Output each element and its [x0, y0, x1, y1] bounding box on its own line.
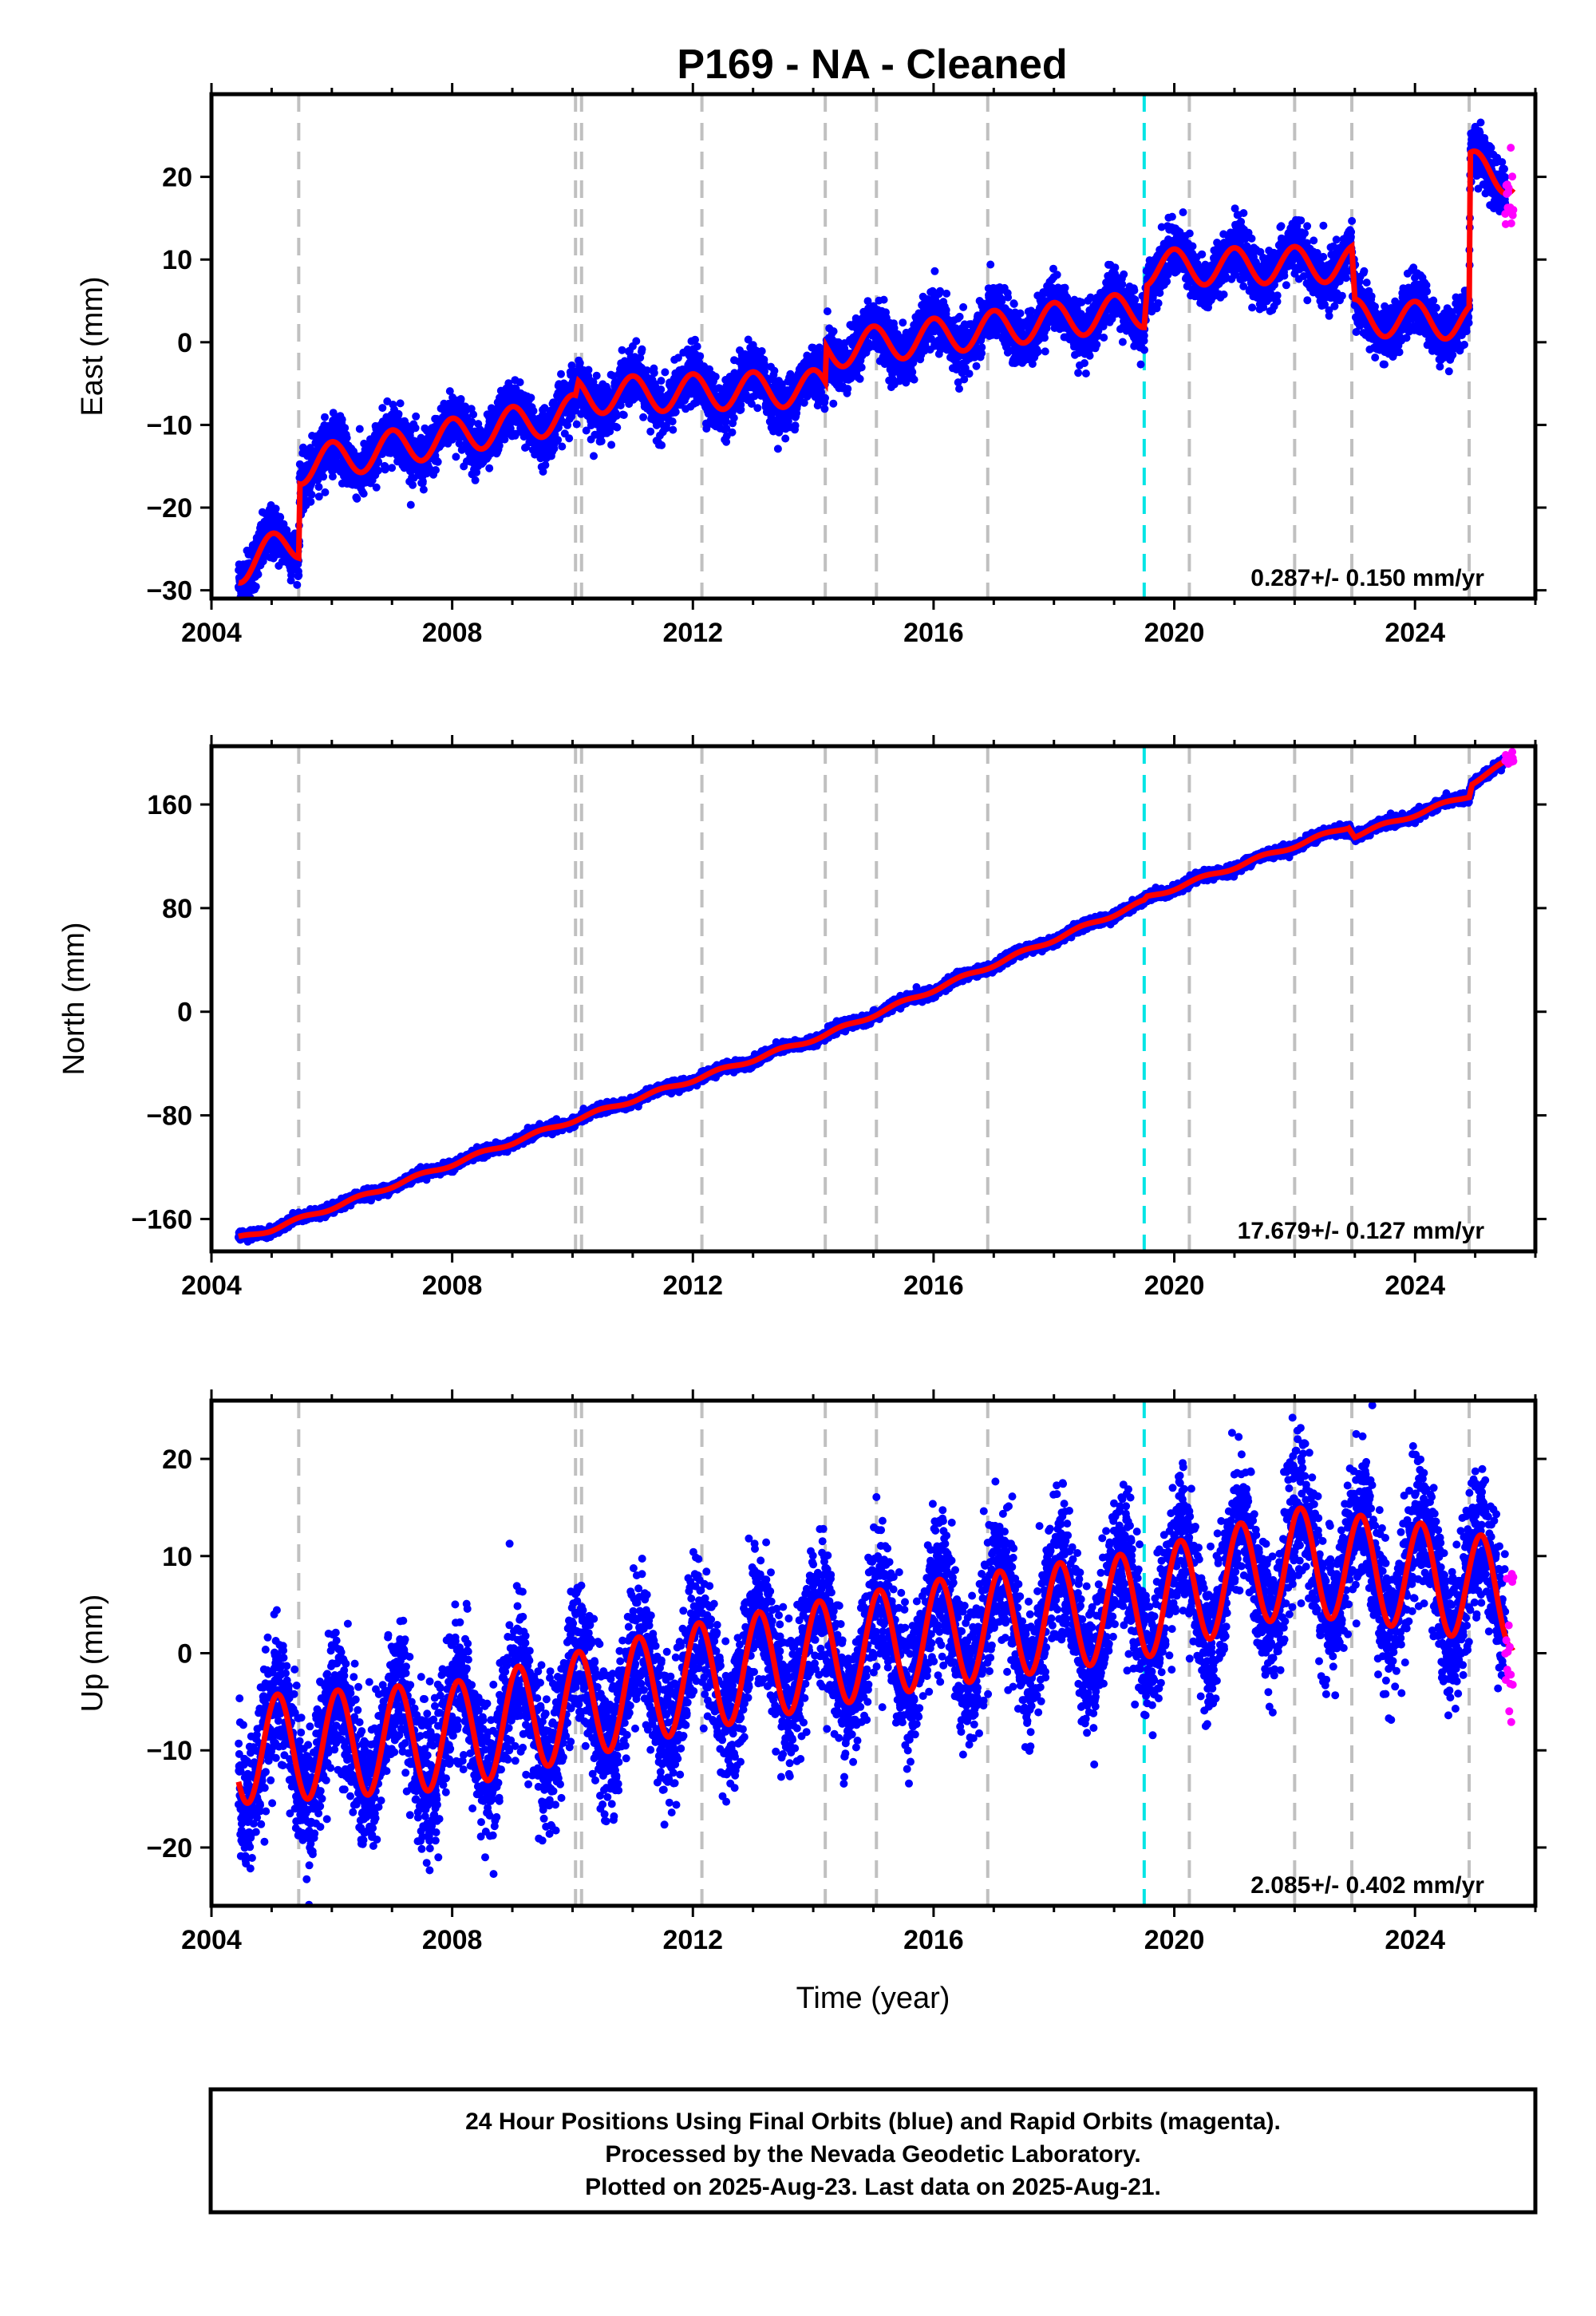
final-orbit-points	[235, 119, 1509, 619]
y-tick-label: 10	[162, 245, 192, 275]
footer-box: 24 Hour Positions Using Final Orbits (bl…	[211, 2089, 1535, 2212]
y-tick-label: −20	[146, 1833, 192, 1863]
x-tick-label: 2012	[662, 1925, 723, 1955]
x-tick-label: 2020	[1144, 618, 1205, 648]
y-tick-label: 0	[177, 1639, 192, 1670]
x-tick-label: 2020	[1144, 1925, 1205, 1955]
y-tick-label: 0	[177, 328, 192, 358]
final-orbit-points	[235, 1401, 1509, 1909]
y-tick-label: 0	[177, 998, 192, 1028]
rapid-orbit-dots	[1501, 144, 1517, 228]
y-axis-label: East (mm)	[76, 276, 109, 416]
footer-line-1: 24 Hour Positions Using Final Orbits (bl…	[465, 2109, 1281, 2135]
y-tick-label: −30	[146, 576, 192, 607]
rapid-orbit-points	[1501, 144, 1517, 228]
y-tick-label: 10	[162, 1542, 192, 1572]
x-tick-label: 2016	[903, 1271, 964, 1301]
y-tick-label: 20	[162, 163, 192, 193]
x-tick-label: 2008	[422, 1271, 483, 1301]
x-tick-label: 2008	[422, 1925, 483, 1955]
y-axis-label: Up (mm)	[76, 1595, 109, 1713]
x-tick-label: 2024	[1385, 1925, 1445, 1955]
east-panel: 2004 2008 2012 2016 2020 2024 −30 −20 −10 0 10 20 Ea…	[76, 83, 1547, 648]
y-tick-label: −80	[146, 1101, 192, 1132]
x-tick-label: 2004	[181, 618, 242, 648]
y-tick-label: −20	[146, 493, 192, 524]
velocity-rate-label: 17.679+/- 0.127 mm/yr	[1238, 1218, 1485, 1244]
x-tick-label: 2004	[181, 1925, 242, 1955]
x-tick-label: 2012	[662, 618, 723, 648]
rapid-orbit-dots	[1501, 1570, 1517, 1726]
x-axis-label: Time (year)	[796, 1982, 950, 2015]
x-tick-label: 2016	[903, 1925, 964, 1955]
y-tick-label: 20	[162, 1445, 192, 1475]
chart-title: P169 - NA - Cleaned	[677, 41, 1067, 88]
final-orbit-dots	[235, 1401, 1509, 1909]
up-panel: 2004 2008 2012 2016 2020 2024 −20 −10 0 10 20 Up (m…	[76, 1389, 1547, 2015]
velocity-rate-label: 0.287+/- 0.150 mm/yr	[1250, 565, 1484, 591]
footer-line-2: Processed by the Nevada Geodetic Laborat…	[605, 2141, 1140, 2168]
x-tick-label: 2008	[422, 618, 483, 648]
velocity-rate-label: 2.085+/- 0.402 mm/yr	[1250, 1872, 1484, 1899]
y-tick-label: 160	[147, 790, 192, 820]
rapid-orbit-points	[1501, 1570, 1517, 1726]
footer-line-3: Plotted on 2025-Aug-23. Last data on 202…	[585, 2174, 1161, 2200]
north-panel: 2004 2008 2012 2016 2020 2024 −160 −80 0 80 160 Nor…	[57, 735, 1547, 1301]
x-tick-label: 2012	[662, 1271, 723, 1301]
x-tick-label: 2004	[181, 1271, 242, 1301]
x-tick-label: 2024	[1385, 618, 1445, 648]
y-tick-label: −160	[131, 1204, 192, 1235]
y-tick-label: −10	[146, 1736, 192, 1766]
y-tick-label: −10	[146, 410, 192, 441]
y-axis-label: North (mm)	[57, 922, 91, 1075]
final-orbit-dots	[235, 119, 1509, 619]
x-tick-label: 2024	[1385, 1271, 1445, 1301]
equipment-change-lines	[298, 746, 1469, 1251]
x-tick-label: 2020	[1144, 1271, 1205, 1301]
x-tick-label: 2016	[903, 618, 964, 648]
y-tick-label: 80	[162, 894, 192, 924]
